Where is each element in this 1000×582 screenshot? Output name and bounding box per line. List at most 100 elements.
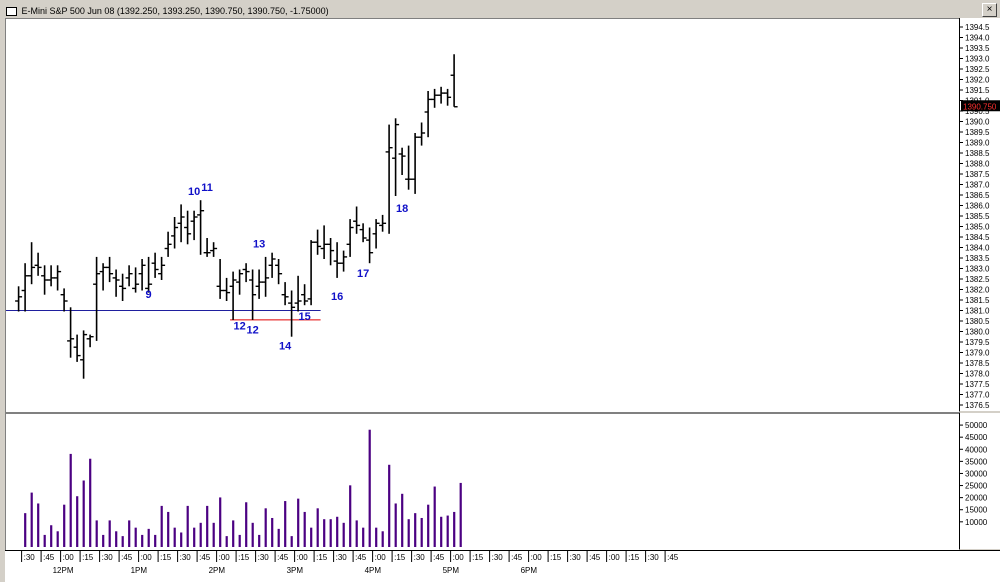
- time-axis-svg: :30 :45 :00 :15 :30 :45 :00 :15 :30 :45 :00 :15 :30:…: [21, 551, 679, 575]
- time-tick-label: :00: [453, 553, 465, 562]
- ohlc-bar: [112, 269, 120, 297]
- ohlc-bar: [210, 242, 218, 257]
- time-tick-label: :15: [82, 553, 94, 562]
- price-tick-label: 1386.0: [965, 202, 990, 211]
- price-tick-label: 1392.5: [965, 65, 990, 74]
- volume-bar: [446, 515, 449, 547]
- price-tick-label: 1383.5: [965, 254, 990, 263]
- volume-bar: [401, 493, 404, 547]
- time-axis[interactable]: :30 :45 :00 :15 :30 :45 :00 :15 :30 :45 :00 :15 :30:…: [5, 550, 1000, 582]
- volume-bar: [37, 503, 40, 547]
- ohlc-bar: [249, 269, 257, 320]
- volume-bar: [310, 527, 313, 547]
- ohlc-bar: [80, 330, 88, 379]
- volume-bar: [284, 501, 287, 547]
- volume-bar: [388, 464, 391, 547]
- ohlc-bar: [450, 54, 458, 108]
- close-icon: ×: [986, 4, 993, 15]
- time-tick-label: :30: [102, 553, 114, 562]
- volume-tick-label: 35000: [965, 457, 988, 466]
- price-tick-label: 1376.5: [965, 401, 990, 410]
- volume-bar: [316, 508, 319, 547]
- volume-tick-label: 45000: [965, 433, 988, 442]
- time-tick-label: :00: [219, 553, 231, 562]
- volume-bar: [271, 517, 274, 547]
- wave-label: 13: [253, 238, 265, 250]
- time-tick-label: :30: [414, 553, 426, 562]
- time-tick-label: :45: [589, 553, 601, 562]
- price-tick-label: 1381.5: [965, 296, 990, 305]
- time-tick-label: :00: [63, 553, 75, 562]
- price-tick-label: 1379.0: [965, 349, 990, 358]
- volume-bar: [154, 534, 157, 547]
- volume-bar: [50, 525, 53, 547]
- volume-tick-label: 15000: [965, 506, 988, 515]
- time-tick-label: :45: [511, 553, 523, 562]
- ohlc-bar: [372, 219, 380, 249]
- volume-bar: [193, 527, 196, 547]
- volume-bar: [362, 527, 365, 547]
- time-tick-label: :30: [648, 553, 660, 562]
- price-tick-label: 1388.0: [965, 160, 990, 169]
- ohlc-bar: [262, 256, 270, 297]
- ohlc-bar: [184, 210, 192, 245]
- ohlc-bar: [47, 265, 55, 287]
- time-tick-label: :30: [24, 553, 36, 562]
- volume-bar: [290, 536, 293, 547]
- volume-bar: [115, 531, 118, 547]
- volume-bar: [199, 522, 202, 547]
- hour-label: 4PM: [365, 566, 382, 575]
- ohlc-bar: [366, 227, 374, 264]
- price-tick-label: 1386.5: [965, 191, 990, 200]
- volume-bar: [349, 485, 352, 547]
- volume-tick-label: 20000: [965, 494, 988, 503]
- time-tick-label: :00: [375, 553, 387, 562]
- wave-label: 11: [201, 182, 213, 194]
- ohlc-bar: [398, 147, 406, 175]
- window-icon[interactable]: [6, 7, 17, 17]
- time-tick-label: :15: [160, 553, 172, 562]
- time-tick-label: :15: [238, 553, 250, 562]
- ohlc-bar: [151, 252, 159, 278]
- price-axis[interactable]: 1394.5 1394.0 1393.5 1393.0 1392.5 1392.0 1391…: [959, 18, 1000, 411]
- volume-bar: [76, 496, 79, 547]
- volume-bar: [258, 534, 261, 547]
- volume-bar: [212, 522, 215, 547]
- price-tick-label: 1378.5: [965, 359, 990, 368]
- ohlc-bar: [242, 263, 250, 283]
- volume-bar: [368, 429, 371, 547]
- ohlc-bar: [93, 256, 101, 341]
- time-tick-label: :15: [472, 553, 484, 562]
- time-tick-label: :45: [277, 553, 289, 562]
- price-chart-pane[interactable]: 9 10 11 12 12 13 14 15 16 17 18: [5, 18, 960, 413]
- window-title-bar: E-Mini S&P 500 Jun 08 (1392.250, 1393.25…: [6, 5, 329, 18]
- price-chart-svg: 9 10 11 12 12 13 14 15 16 17 18: [6, 54, 458, 379]
- price-tick-label: 1382.5: [965, 275, 990, 284]
- price-tick-label: 1377.5: [965, 380, 990, 389]
- price-tick-label: 1393.0: [965, 55, 990, 64]
- ohlc-bar: [86, 334, 94, 348]
- time-tick-label: :30: [570, 553, 582, 562]
- volume-chart-pane[interactable]: [5, 413, 960, 551]
- ohlc-bar: [236, 269, 244, 295]
- ohlc-bar: [190, 210, 198, 241]
- close-button[interactable]: ×: [982, 3, 997, 17]
- volume-bar: [407, 519, 410, 547]
- ohlc-bar: [41, 265, 49, 295]
- volume-bar: [303, 511, 306, 547]
- volume-bar: [323, 519, 326, 547]
- volume-bar: [225, 536, 228, 547]
- volume-bar: [414, 513, 417, 547]
- volume-bar: [173, 527, 176, 547]
- ohlc-bar: [268, 252, 276, 278]
- time-tick-label: :30: [336, 553, 348, 562]
- ohlc-bar: [255, 269, 263, 299]
- time-tick-label: :45: [355, 553, 367, 562]
- time-tick-label: :45: [121, 553, 133, 562]
- volume-axis[interactable]: 50000 45000 40000 35000 30000 25000 20000 15000…: [959, 413, 1000, 549]
- ohlc-bar: [281, 282, 289, 306]
- ohlc-bar: [171, 217, 179, 249]
- volume-tick-label: 40000: [965, 445, 988, 454]
- price-tick-label: 1389.0: [965, 139, 990, 148]
- price-tick-label: 1381.0: [965, 307, 990, 316]
